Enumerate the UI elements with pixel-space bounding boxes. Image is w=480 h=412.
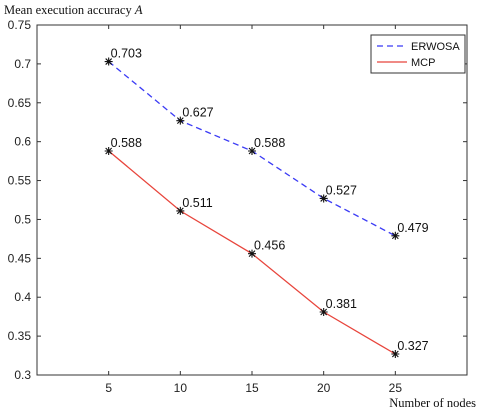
data-label-erwosa: 0.703 (111, 47, 142, 61)
legend: ERWOSA MCP (370, 34, 466, 74)
data-label-erwosa: 0.479 (397, 221, 428, 235)
data-point-erwosa (176, 116, 185, 125)
y-axis-title-text: Mean execution accuracy (4, 3, 135, 17)
data-label-erwosa: 0.588 (254, 136, 285, 150)
data-point-mcp-glyph (104, 147, 113, 155)
x-tick-label: 10 (174, 381, 188, 395)
data-label-mcp: 0.511 (182, 196, 212, 210)
y-tick-label: 0.55 (8, 174, 32, 188)
series-layer: 0.703 0.627 0.588 0.527 0.479 0.588 0.511 0.456… (104, 47, 429, 358)
data-label-erwosa: 0.627 (182, 106, 213, 120)
data-point-erwosa-glyph (104, 57, 113, 66)
data-label-erwosa: 0.527 (326, 183, 357, 197)
y-tick-label: 0.4 (14, 290, 31, 304)
y-tick-label: 0.5 (14, 212, 31, 226)
plot-area (36, 24, 468, 376)
x-tick-label: 25 (389, 381, 403, 395)
data-point-mcp-glyph (248, 249, 256, 258)
data-point-mcp (104, 147, 113, 155)
x-tick-label: 20 (317, 381, 331, 395)
legend-box (370, 34, 466, 74)
y-axis-title-variable: A (134, 3, 143, 17)
data-point-mcp-glyph (176, 206, 185, 215)
y-tick-label: 0.3 (14, 368, 31, 382)
x-tick-label: 5 (105, 381, 112, 395)
data-point-erwosa-glyph (176, 116, 185, 125)
x-axis-title: Number of nodes (389, 396, 476, 410)
y-tick-label: 0.75 (8, 18, 32, 32)
data-point-mcp-glyph (319, 308, 328, 316)
x-axis: 5 10 15 20 25 (105, 25, 402, 395)
y-tick-label: 0.65 (8, 96, 32, 110)
data-label-mcp: 0.327 (397, 339, 428, 353)
data-point-mcp (391, 350, 400, 358)
y-tick-label: 0.45 (8, 251, 32, 265)
data-point-erwosa (391, 231, 400, 240)
data-point-mcp (248, 249, 256, 258)
data-label-mcp: 0.456 (254, 239, 285, 253)
legend-label-mcp: MCP (411, 57, 435, 69)
data-point-erwosa-glyph (248, 147, 256, 155)
data-point-mcp (176, 206, 185, 215)
data-point-erwosa (248, 147, 256, 155)
legend-label-erwosa: ERWOSA (411, 41, 460, 53)
x-tick-label: 15 (245, 381, 259, 395)
data-label-mcp: 0.588 (111, 136, 142, 150)
y-axis: 0.3 0.35 0.4 0.45 0.5 0.55 0.6 0.65 0.7 0.75 (8, 18, 467, 382)
data-point-erwosa (319, 194, 328, 203)
y-tick-label: 0.7 (14, 57, 31, 71)
data-point-erwosa-glyph (391, 231, 400, 240)
data-point-mcp (319, 308, 328, 316)
y-tick-label: 0.6 (14, 135, 31, 149)
y-tick-label: 0.35 (8, 329, 32, 343)
data-point-erwosa (104, 57, 113, 66)
data-label-mcp: 0.381 (326, 297, 357, 311)
data-point-erwosa-glyph (319, 194, 328, 203)
y-axis-title: Mean execution accuracy A (4, 3, 143, 17)
data-point-mcp-glyph (391, 350, 400, 358)
